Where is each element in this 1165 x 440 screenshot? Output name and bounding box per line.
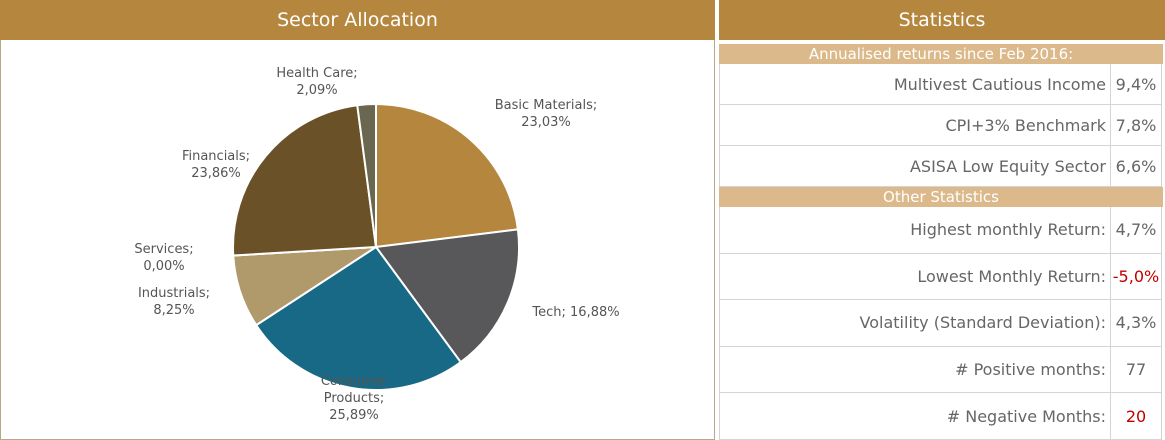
pie-label: Health Care; 2,09% — [257, 65, 377, 99]
stat-value: -5,0% — [1112, 266, 1160, 286]
stat-row: Volatility (Standard Deviation): 4,3% — [719, 300, 1162, 347]
pie-label-value: 16,88% — [570, 305, 620, 320]
pie-label-value: 0,00% — [143, 259, 185, 274]
pie-slice — [232, 104, 378, 257]
stat-row: # Positive months: 77 — [719, 346, 1162, 394]
pie-label-category: Consumer Products; — [320, 374, 388, 406]
pie-label-category: Financials; — [181, 149, 251, 164]
stat-label: Highest monthly Return: — [720, 207, 1111, 253]
pie-label: Tech; 16,88% — [506, 304, 646, 321]
pie-label: Basic Materials; 23,03% — [461, 97, 631, 131]
pie-label-value: 8,25% — [153, 303, 195, 318]
stat-row: Lowest Monthly Return: -5,0% — [719, 253, 1162, 301]
stat-value: 20 — [1125, 406, 1147, 426]
pie-label-value: 23,86% — [191, 166, 241, 181]
stat-row: # Negative Months: 20 — [719, 393, 1162, 440]
pie-slice — [254, 245, 463, 391]
stat-label: CPI+3% Benchmark — [720, 105, 1111, 145]
stat-label: Multivest Cautious Income — [720, 64, 1111, 104]
stat-row: CPI+3% Benchmark 7,8% — [719, 105, 1162, 146]
pie-label: Financials; 23,86% — [161, 148, 271, 182]
pie-label: Consumer Products; 25,89% — [299, 373, 409, 424]
pie-label-category: Tech; — [532, 305, 566, 320]
section-heading: Annualised returns since Feb 2016: — [719, 44, 1163, 64]
pie-label-category: Basic Materials; — [494, 98, 598, 113]
statistics-title: Statistics — [719, 0, 1165, 40]
pie-label: Industrials; 8,25% — [119, 285, 229, 319]
section-heading: Other Statistics — [719, 187, 1163, 207]
stat-value: 7,8% — [1115, 115, 1157, 135]
pie-slice — [374, 228, 520, 364]
stat-value: 4,3% — [1115, 313, 1157, 333]
stat-label: # Positive months: — [720, 346, 1111, 393]
stat-row: Highest monthly Return: 4,7% — [719, 207, 1162, 254]
pie-label-value: 25,89% — [329, 408, 379, 423]
stat-row: ASISA Low Equity Sector 6,6% — [719, 146, 1162, 187]
stat-value: 4,7% — [1115, 220, 1157, 240]
chart-title: Sector Allocation — [0, 0, 715, 40]
pie-label-category: Services; — [134, 242, 194, 257]
stat-label: Lowest Monthly Return: — [720, 253, 1111, 300]
stat-value: 9,4% — [1115, 74, 1157, 94]
pie-label-category: Industrials; — [137, 286, 211, 301]
pie-slice — [375, 102, 520, 249]
sector-panel: Basic Materials; 23,03% Tech; 16,88% Consum… — [0, 0, 715, 440]
pie-label: Services; 0,00% — [109, 241, 219, 275]
stat-row: Multivest Cautious Income 9,4% — [719, 64, 1162, 105]
pie-label-value: 23,03% — [521, 115, 571, 130]
pie-chart — [232, 102, 520, 391]
statistics-panel: Statistics Annualised returns since Feb … — [719, 0, 1165, 440]
stat-label: # Negative Months: — [720, 393, 1111, 439]
stat-value: 6,6% — [1115, 156, 1157, 176]
pie-slice — [356, 102, 377, 248]
stat-label: Volatility (Standard Deviation): — [720, 300, 1111, 346]
stat-label: ASISA Low Equity Sector — [720, 146, 1111, 186]
stat-value: 77 — [1125, 360, 1147, 380]
pie-label-value: 2,09% — [296, 83, 338, 98]
pie-label-category: Health Care; — [276, 66, 358, 81]
